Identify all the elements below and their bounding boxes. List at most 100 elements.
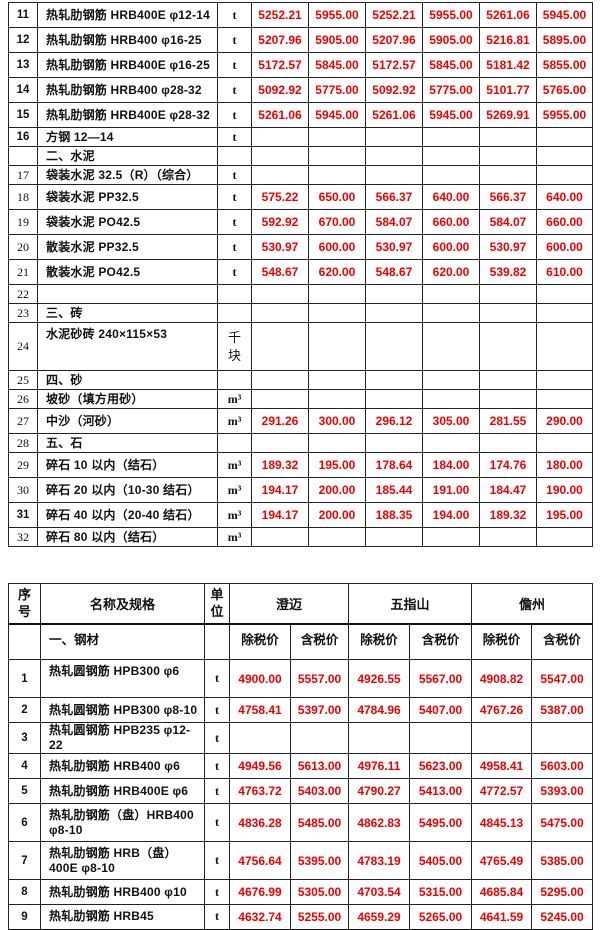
- price-cell: [251, 433, 309, 453]
- row-number-cell: 5: [8, 778, 41, 804]
- price-cell: 5252.21: [251, 2, 309, 28]
- price-cell: 4676.99: [229, 879, 291, 905]
- price-cell: 4845.13: [471, 803, 533, 842]
- price-cell: [365, 322, 423, 371]
- unit-label: t: [215, 783, 219, 798]
- unit-label: m³: [227, 482, 242, 497]
- row-number-cell: 12: [8, 27, 38, 53]
- price-cell: 5207.96: [365, 27, 423, 53]
- item-name-cell: 五、石: [37, 433, 218, 453]
- item-name-cell: 热轧肋钢筋 HRB400E φ28-32: [37, 102, 218, 128]
- unit-label: t: [215, 702, 219, 717]
- unit-cell: m³: [217, 477, 252, 503]
- price-cell: 600.00: [422, 234, 480, 260]
- price-cell: 200.00: [308, 502, 366, 528]
- price-cell: [229, 722, 291, 754]
- unit-label: t: [215, 758, 219, 773]
- table-row: 23 三、砖: [8, 303, 593, 323]
- price-cell: 281.55: [479, 408, 537, 434]
- unit-cell: t: [217, 209, 252, 235]
- row-number-cell: 17: [8, 165, 38, 185]
- price-cell: [365, 527, 423, 547]
- row-number-cell: 29: [8, 452, 38, 478]
- price-cell: 5407.00: [409, 697, 473, 723]
- price-cell: 5475.00: [531, 803, 594, 842]
- price-cell: [251, 370, 309, 390]
- price-cell: 584.07: [479, 209, 537, 235]
- price-cell: [479, 433, 537, 453]
- item-name-cell: 碎石 20 以内（10-30 结石）: [37, 477, 218, 503]
- price-cell: 4908.82: [471, 659, 533, 698]
- price-cell: 189.32: [479, 502, 537, 528]
- price-cell: [251, 127, 309, 147]
- row-number-cell: 7: [8, 841, 41, 880]
- item-name-cell: 四、砂: [37, 370, 218, 390]
- price-cell: 620.00: [422, 259, 480, 285]
- header-unit-label: 单位: [210, 586, 224, 620]
- price-cell: 5397.00: [289, 697, 350, 723]
- price-cell: 640.00: [422, 184, 480, 210]
- unit-label: m³: [227, 413, 242, 428]
- unit-cell: m³: [217, 389, 252, 409]
- price-cell: 566.37: [479, 184, 537, 210]
- price-cell: 5261.06: [479, 2, 537, 28]
- table-row: 6 热轧肋钢筋（盘）HRB400 φ8-10 t 4836.28 5485.00 4862…: [8, 803, 594, 842]
- price-cell: [422, 284, 480, 304]
- price-cell: 4784.96: [348, 697, 411, 723]
- price-cell: 5269.91: [479, 102, 537, 128]
- price-cell: 5955.00: [422, 2, 480, 28]
- unit-cell: t: [204, 722, 230, 754]
- unit-cell: t: [204, 659, 230, 698]
- price-cell: 575.22: [251, 184, 309, 210]
- row-number-cell: 11: [8, 2, 38, 28]
- price-cell: [422, 433, 480, 453]
- price-cell: [479, 127, 537, 147]
- price-cell: 5603.00: [531, 753, 594, 779]
- unit-cell: t: [204, 803, 230, 842]
- table-row: 8 热轧肋钢筋 HRB400 φ10 t 4676.99 5305.00 4703.54 5…: [8, 879, 594, 905]
- header-extax-chengmai: 除税价: [229, 623, 291, 660]
- row-number-cell: 22: [8, 284, 38, 304]
- price-cell: [479, 389, 537, 409]
- price-cell: [536, 303, 593, 323]
- price-cell: [479, 527, 537, 547]
- price-cell: 178.64: [365, 452, 423, 478]
- item-name-cell: 热轧圆钢筋 HPB300 φ8-10: [40, 697, 205, 723]
- price-cell: 5403.00: [289, 778, 350, 804]
- header-sequence-number: 序号: [8, 583, 41, 625]
- row-number-cell: 27: [8, 408, 38, 434]
- price-cell: 5945.00: [422, 102, 480, 128]
- item-name-cell: 碎石 10 以内（结石）: [37, 452, 218, 478]
- price-cell: 194.17: [251, 477, 309, 503]
- row-number-cell: [8, 146, 38, 166]
- unit-cell: m³: [217, 452, 252, 478]
- item-name-cell: 热轧肋钢筋 HRB（盘）400E φ8-10: [40, 841, 205, 880]
- unit-label: m³: [227, 457, 242, 472]
- unit-label: t: [232, 167, 237, 182]
- price-cell: 4703.54: [348, 879, 411, 905]
- price-cell: [531, 722, 594, 754]
- price-cell: 4949.56: [229, 753, 291, 779]
- table-row: 15 热轧肋钢筋 HRB400E φ28-32 t 5261.06 5945.00 526…: [8, 102, 593, 128]
- unit-cell: t: [204, 841, 230, 880]
- price-cell: 5295.00: [531, 879, 594, 905]
- header-inctax-wuzhishan: 含税价: [409, 623, 473, 660]
- price-cell: [409, 722, 473, 754]
- unit-cell: m³: [217, 502, 252, 528]
- unit-label: t: [232, 107, 237, 122]
- unit-cell: m³: [217, 527, 252, 547]
- price-cell: [308, 165, 366, 185]
- price-cell: [479, 146, 537, 166]
- price-cell: [536, 127, 593, 147]
- table-row: 28 五、石: [8, 433, 593, 453]
- price-cell: [251, 389, 309, 409]
- price-cell: [422, 165, 480, 185]
- price-cell: 5387.00: [531, 697, 594, 723]
- unit-cell: t: [217, 77, 252, 103]
- row-number-cell: 26: [8, 389, 38, 409]
- item-name-cell: 热轧肋钢筋 HRB400 φ28-32: [37, 77, 218, 103]
- row-number-cell: 18: [8, 184, 38, 210]
- table-header-row: 序号 名称及规格 单位 澄迈 五指山 儋州: [8, 583, 594, 625]
- table-row: 27 中沙（河砂） m³ 291.26 300.00 296.12 305.00 281.55…: [8, 408, 593, 434]
- price-cell: 5547.00: [531, 659, 594, 698]
